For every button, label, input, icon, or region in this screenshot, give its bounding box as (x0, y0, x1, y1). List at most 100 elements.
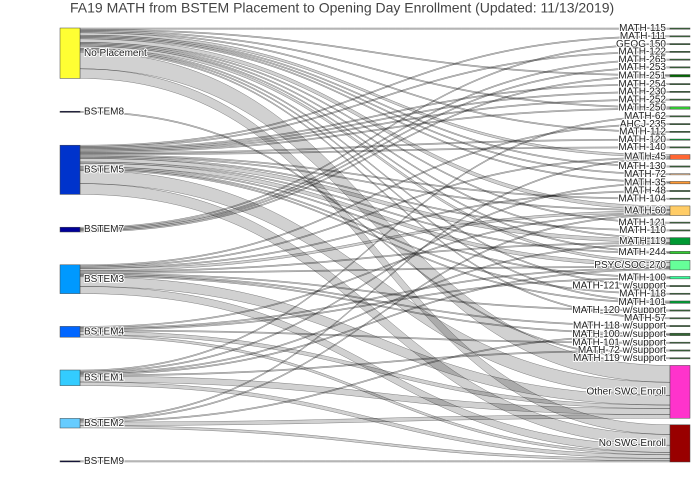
node (669, 349, 691, 352)
node (669, 173, 691, 176)
node-label: No Placement (84, 48, 147, 59)
node (59, 326, 81, 338)
node (669, 292, 691, 295)
node-label: MATH-101 w/support (572, 337, 666, 348)
node (669, 181, 691, 185)
node (59, 226, 81, 233)
node (669, 138, 691, 141)
node-label: MATH-101 (618, 297, 666, 308)
node (59, 27, 81, 79)
node (669, 260, 691, 271)
node-label: MATH-244 (618, 247, 666, 258)
node-label: MATH-120 (618, 134, 666, 145)
node (669, 197, 691, 200)
chart-title: FA19 MATH from BSTEM Placement to Openin… (70, 0, 614, 16)
node-label: MATH-230 (618, 87, 666, 98)
node (669, 58, 691, 61)
link (79, 27, 671, 30)
node (669, 424, 691, 463)
node-label: MATH-62 (624, 111, 666, 122)
node-label: MATH-72 (624, 169, 666, 180)
node-label: Other SWC Enroll (587, 386, 666, 397)
node-label: PSYC/SOC-270 (594, 260, 666, 271)
node-label: MATH-72 w/support (578, 345, 666, 356)
node-label: AHCJ-235 (620, 119, 667, 130)
node-label: No SWC Enroll (599, 438, 666, 449)
node (669, 365, 691, 419)
node (669, 43, 691, 45)
node (669, 131, 691, 133)
node-label: BSTEM7 (84, 224, 124, 235)
node (669, 251, 691, 255)
node (669, 91, 691, 93)
node (59, 460, 81, 463)
node-label: MATH-265 (618, 54, 666, 65)
node (669, 300, 691, 304)
node-label: MATH-120 w/support (572, 305, 666, 316)
node (669, 229, 691, 232)
node (59, 369, 81, 386)
node-label: MATH-100 (618, 272, 666, 283)
node-label: MATH-45 (624, 152, 666, 163)
node (669, 190, 691, 192)
node (669, 205, 691, 216)
node-label: MATH-254 (618, 79, 666, 90)
node (59, 418, 81, 429)
node-label: BSTEM3 (84, 274, 124, 285)
node (669, 325, 691, 327)
node-label: MATH-121 (618, 217, 666, 228)
node (669, 165, 691, 168)
node-label: MATH-119 (619, 236, 666, 247)
node-label: MATH-48 (624, 186, 666, 197)
node-label: MATH-118 (619, 288, 666, 299)
node (669, 309, 691, 312)
node (59, 144, 81, 195)
node (669, 276, 691, 280)
node-label: MATH-60 (624, 205, 666, 216)
node-label: MATH-35 (624, 177, 666, 188)
link (79, 460, 671, 463)
node-label: GEOG-150 (616, 39, 666, 50)
node (669, 221, 691, 224)
node-label: MATH-118 w/support (573, 321, 666, 332)
node (669, 27, 691, 30)
node-label: MATH-251 (618, 70, 666, 81)
node (669, 74, 691, 78)
node-label: MATH-104 (618, 193, 666, 204)
node-label: BSTEM1 (84, 372, 124, 383)
node (669, 123, 691, 125)
node-label: MATH-112 (619, 127, 666, 138)
node (669, 285, 691, 287)
node-label: BSTEM9 (84, 456, 124, 467)
node (59, 264, 81, 294)
node (669, 341, 691, 344)
node-label: MATH-121 w/support (572, 281, 666, 292)
node (669, 115, 691, 118)
node (669, 98, 691, 101)
node (59, 110, 81, 113)
node-label: MATH-115 (619, 23, 666, 34)
node (669, 357, 691, 360)
node-label: BSTEM4 (84, 326, 124, 337)
node (669, 154, 691, 160)
node (669, 237, 691, 246)
node-label: MATH-119 w/support (573, 353, 666, 364)
node-label: MATH-100 w/support (572, 329, 666, 340)
node (669, 83, 691, 85)
node-label: MATH-253 (618, 62, 666, 73)
node (669, 51, 691, 53)
node-label: MATH-122 (618, 47, 666, 58)
node (669, 317, 691, 320)
node-label: BSTEM8 (84, 106, 124, 117)
node-label: MATH-250 (618, 103, 666, 114)
node (669, 332, 691, 336)
node-label: MATH-111 (620, 31, 667, 42)
node-label: BSTEM5 (84, 164, 124, 175)
node-label: MATH-140 (618, 142, 666, 153)
node-label: MATH-130 (618, 161, 666, 172)
node (669, 66, 691, 69)
node (669, 35, 691, 38)
node-label: MATH-252 (618, 94, 666, 105)
